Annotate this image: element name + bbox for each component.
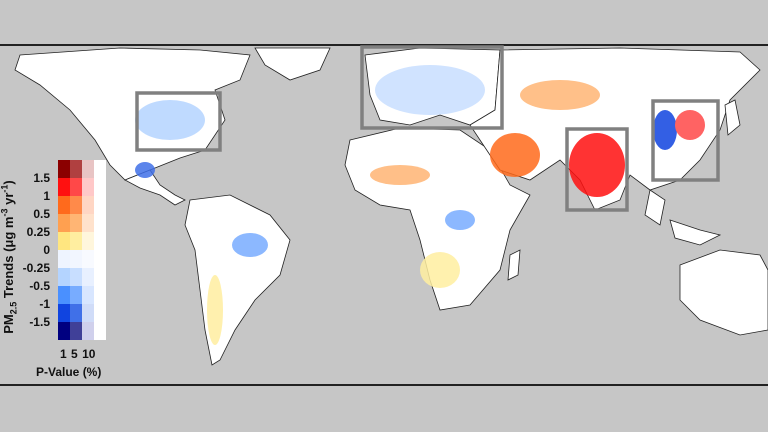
legend-tick: 0.25 <box>26 225 50 239</box>
trend-arabia <box>490 133 540 177</box>
legend-tick: -1 <box>39 297 50 311</box>
southeast-asia <box>644 189 722 246</box>
greenland <box>254 47 331 81</box>
legend-cell <box>94 178 106 196</box>
highlight-box-europe <box>360 45 504 130</box>
legend-cell <box>70 286 82 304</box>
legend-cell <box>70 214 82 232</box>
trend-andes <box>207 275 223 345</box>
legend-cell <box>82 304 94 322</box>
legend-cell <box>94 160 106 178</box>
legend-cell <box>58 232 70 250</box>
legend-cell <box>94 196 106 214</box>
japan <box>724 99 741 136</box>
legend-cell <box>70 322 82 340</box>
legend-tick: -0.25 <box>22 261 50 275</box>
legend-cell <box>58 178 70 196</box>
legend-color-grid <box>58 160 106 340</box>
highlight-box-east-china <box>651 99 720 182</box>
legend-cell <box>58 304 70 322</box>
legend-cell <box>82 322 94 340</box>
legend-cell <box>82 232 94 250</box>
highlight-box-india <box>565 127 629 212</box>
legend-cell <box>82 196 94 214</box>
legend-cell <box>94 250 106 268</box>
legend-cell <box>82 214 94 232</box>
australia <box>679 249 768 336</box>
highlight-box-eastern-us <box>135 91 222 152</box>
legend-cell <box>94 268 106 286</box>
legend-cell <box>58 250 70 268</box>
legend-tick: -0.5 <box>29 279 50 293</box>
legend-cell <box>82 268 94 286</box>
legend-cell <box>94 214 106 232</box>
legend-tick: 0.5 <box>33 207 50 221</box>
legend-cell <box>70 268 82 286</box>
legend-tick: 1 <box>43 189 50 203</box>
legend-cell <box>70 250 82 268</box>
legend-cell <box>70 196 82 214</box>
legend-cell <box>82 250 94 268</box>
legend-cell <box>94 232 106 250</box>
p-value-tick: 1 <box>60 347 67 361</box>
legend-tick: 0 <box>43 243 50 257</box>
trend-eastern-us <box>135 100 205 140</box>
legend-title: PM2.5 Trends (μg m-3 yr-1) <box>0 180 19 334</box>
p-value-tick: 5 <box>71 347 78 361</box>
legend-tick: 1.5 <box>33 171 50 185</box>
north-america <box>14 47 251 181</box>
legend-cell <box>70 160 82 178</box>
p-value-ticks: 1 5 10 <box>60 347 95 361</box>
trend-india <box>569 133 625 197</box>
legend-cell <box>94 322 106 340</box>
legend-tick: -1.5 <box>29 315 50 329</box>
trend-amazon <box>232 233 268 257</box>
trend-europe <box>375 65 485 115</box>
legend-cell <box>70 178 82 196</box>
central-america <box>124 169 186 206</box>
legend-cell <box>70 232 82 250</box>
legend-cell <box>82 178 94 196</box>
p-value-label: P-Value (%) <box>36 365 102 379</box>
legend-cell <box>58 196 70 214</box>
trend-central-asia <box>520 80 600 110</box>
legend-cell <box>94 286 106 304</box>
legend-cell <box>70 304 82 322</box>
legend: PM2.5 Trends (μg m-3 yr-1) 1.5 1 0.5 0.25 0 -… <box>0 150 122 385</box>
trend-southern-africa <box>420 252 460 288</box>
trend-central-africa <box>445 210 475 230</box>
trend-east-china <box>675 110 705 140</box>
madagascar <box>507 249 521 281</box>
legend-cell <box>58 160 70 178</box>
trend-sahel <box>370 165 430 185</box>
legend-cell <box>82 286 94 304</box>
legend-cell <box>58 286 70 304</box>
legend-cell <box>94 304 106 322</box>
trend-mexico <box>135 162 155 178</box>
legend-cell <box>58 214 70 232</box>
legend-cell <box>82 160 94 178</box>
trend-north-china <box>653 110 677 150</box>
p-value-tick: 10 <box>82 347 96 361</box>
legend-cell <box>58 268 70 286</box>
legend-cell <box>58 322 70 340</box>
